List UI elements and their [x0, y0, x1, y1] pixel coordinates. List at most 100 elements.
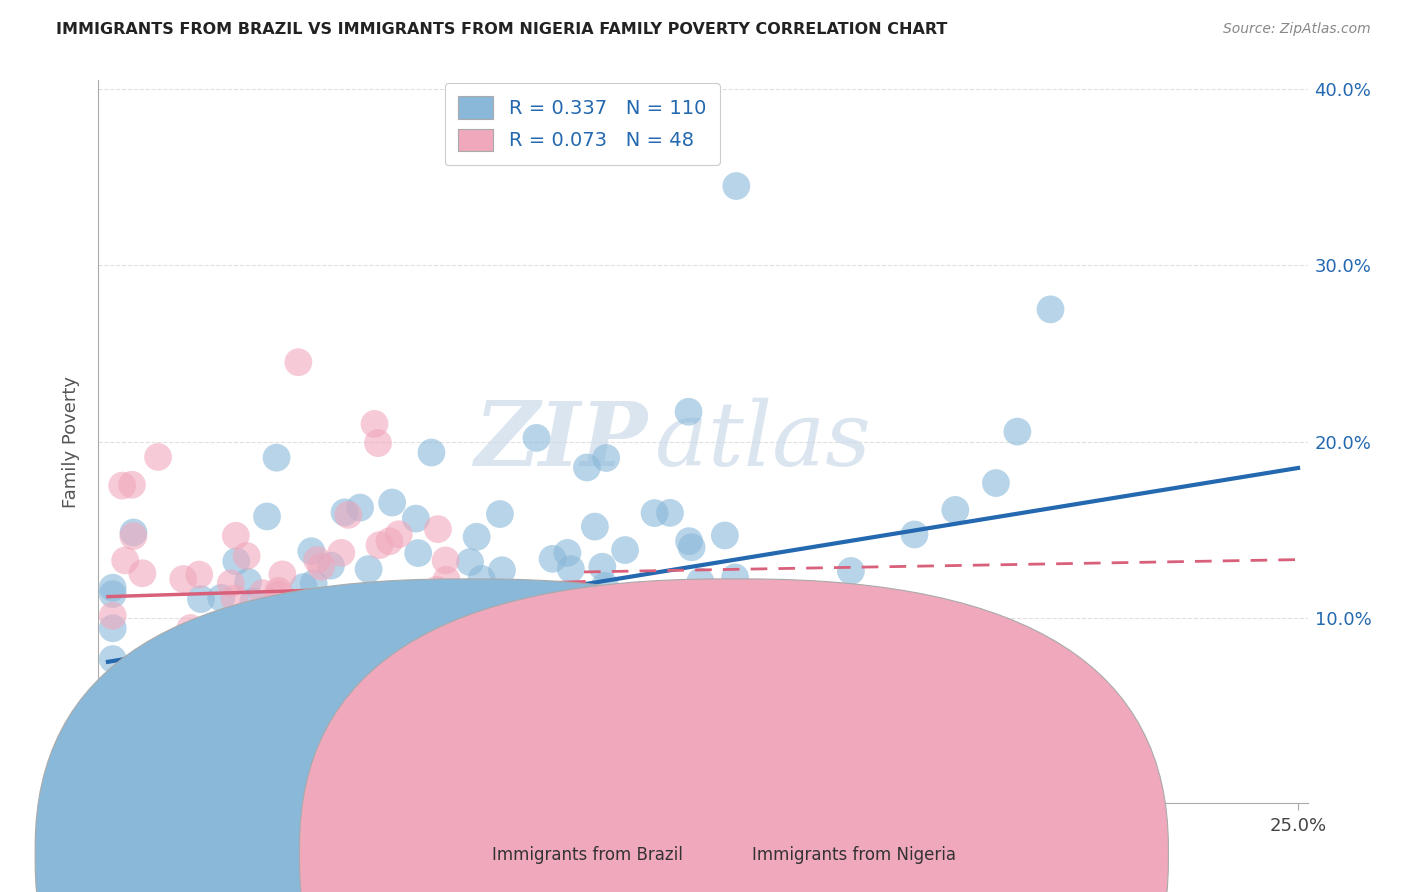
FancyBboxPatch shape — [299, 579, 1168, 892]
Point — [1007, 425, 1029, 439]
Point — [305, 673, 328, 688]
Point — [903, 527, 925, 541]
Point — [188, 567, 211, 582]
Point — [557, 613, 579, 627]
Point — [368, 538, 391, 552]
Point — [101, 581, 124, 595]
Point — [242, 594, 264, 608]
Point — [470, 572, 492, 586]
Point — [308, 621, 330, 635]
Point — [595, 450, 617, 465]
Point — [593, 641, 616, 656]
Point — [378, 534, 401, 549]
Point — [583, 519, 606, 533]
Point — [367, 436, 389, 450]
Point — [205, 708, 228, 723]
Point — [179, 621, 201, 635]
Point — [121, 477, 143, 491]
Point — [579, 663, 602, 677]
Point — [575, 460, 598, 475]
Point — [451, 626, 474, 640]
Point — [644, 506, 666, 520]
Point — [357, 632, 380, 646]
Point — [101, 777, 124, 791]
Point — [943, 503, 966, 517]
Point — [266, 450, 288, 465]
Point — [595, 657, 617, 672]
Point — [328, 612, 350, 626]
Y-axis label: Family Poverty: Family Poverty — [62, 376, 80, 508]
Point — [648, 649, 671, 664]
Point — [382, 602, 405, 616]
Point — [307, 553, 329, 567]
Point — [101, 769, 124, 783]
Point — [420, 445, 443, 459]
Point — [146, 450, 169, 464]
Point — [725, 179, 748, 194]
Point — [724, 570, 747, 584]
Point — [364, 629, 387, 643]
Point — [101, 587, 124, 601]
Point — [984, 476, 1007, 491]
Point — [269, 659, 291, 673]
Point — [224, 591, 246, 606]
Point — [354, 625, 377, 640]
Point — [409, 594, 432, 608]
Point — [238, 619, 260, 633]
Point — [426, 582, 449, 597]
Point — [267, 587, 290, 601]
Point — [489, 507, 512, 521]
Point — [591, 559, 613, 574]
Point — [458, 555, 481, 569]
Point — [302, 612, 325, 626]
Point — [363, 417, 385, 431]
Point — [122, 529, 145, 543]
Point — [319, 558, 342, 573]
Point — [523, 616, 546, 631]
Point — [1039, 302, 1062, 317]
Point — [112, 681, 135, 696]
Point — [426, 522, 449, 536]
Point — [451, 707, 474, 722]
Point — [394, 723, 416, 737]
Point — [219, 576, 242, 591]
Point — [131, 566, 153, 581]
Point — [772, 608, 794, 623]
Point — [637, 629, 659, 643]
Point — [299, 544, 322, 558]
Point — [235, 549, 257, 563]
Point — [225, 529, 247, 543]
Point — [101, 608, 124, 623]
Point — [349, 500, 371, 515]
Point — [524, 591, 547, 606]
Point — [287, 355, 309, 369]
Point — [778, 657, 800, 672]
Point — [412, 641, 434, 656]
Point — [560, 562, 582, 576]
Point — [359, 638, 381, 652]
Point — [593, 579, 616, 593]
Point — [465, 530, 488, 544]
Point — [557, 546, 579, 560]
Point — [689, 574, 711, 589]
Point — [453, 604, 475, 618]
Point — [385, 671, 408, 685]
Point — [172, 572, 194, 586]
Point — [252, 586, 274, 600]
Point — [447, 697, 470, 711]
Point — [659, 506, 682, 520]
Text: Source: ZipAtlas.com: Source: ZipAtlas.com — [1223, 22, 1371, 37]
Point — [526, 431, 548, 445]
Point — [405, 511, 427, 525]
Point — [783, 647, 806, 661]
Point — [681, 541, 703, 555]
Point — [475, 626, 498, 640]
Point — [101, 652, 124, 666]
Point — [239, 676, 262, 690]
Point — [292, 580, 315, 594]
Point — [321, 640, 343, 654]
Point — [346, 630, 368, 644]
Point — [267, 583, 290, 598]
Point — [236, 574, 259, 589]
Point — [436, 682, 458, 697]
